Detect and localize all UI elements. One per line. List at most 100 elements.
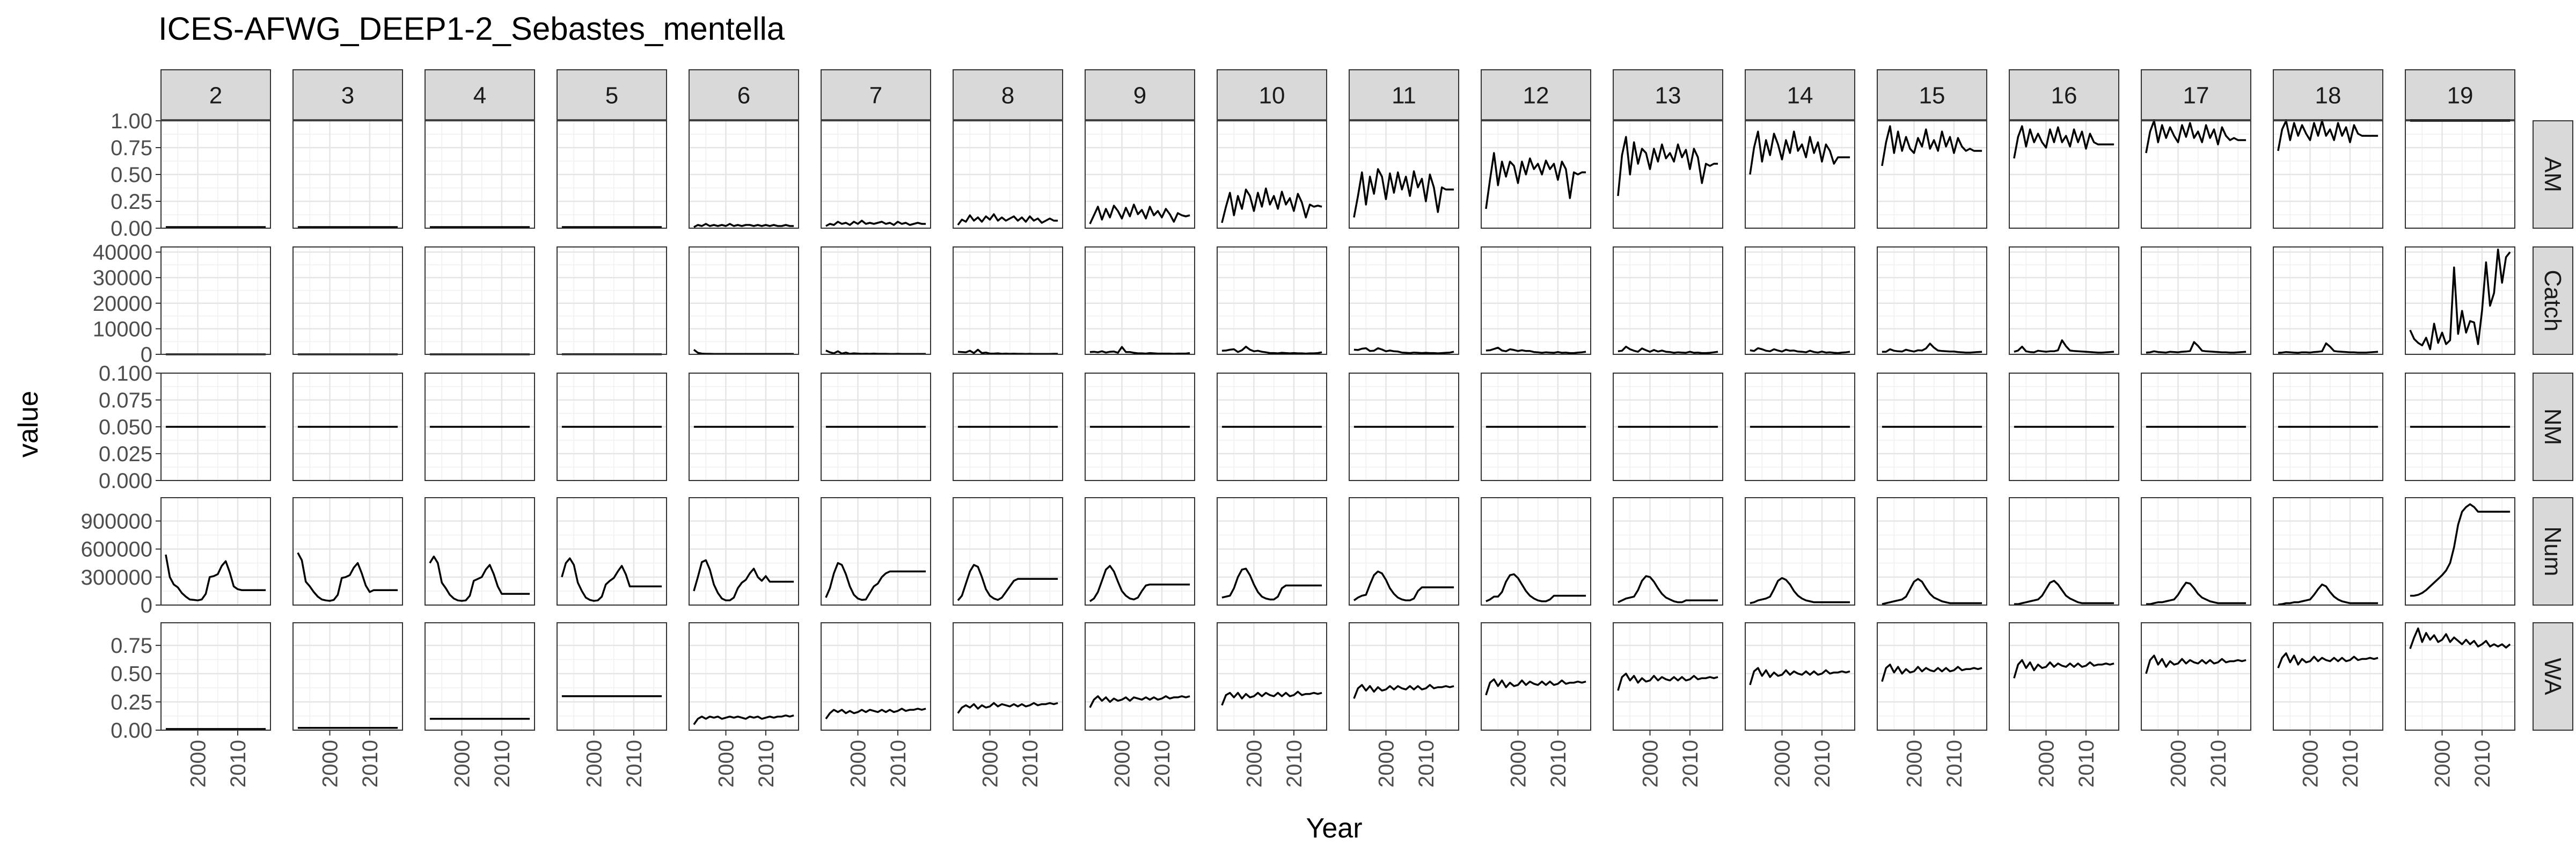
panel-border xyxy=(2405,497,2515,606)
panel-border xyxy=(1481,497,1591,606)
panel-border xyxy=(425,120,535,229)
series-line-wa-12 xyxy=(1485,678,1586,696)
column-strip-label: 19 xyxy=(2447,83,2473,109)
series-line-catch-16 xyxy=(2014,339,2114,354)
panel-background xyxy=(953,498,1063,605)
panel-border xyxy=(160,373,271,481)
column-strip xyxy=(2405,69,2515,120)
panel-border xyxy=(689,120,799,229)
panel-border xyxy=(1481,120,1591,229)
panel-border xyxy=(1085,497,1195,606)
panel-border xyxy=(1217,120,1327,229)
column-strip-label: 2 xyxy=(209,83,222,109)
row-strip-label: Catch xyxy=(2540,270,2566,332)
panel-background xyxy=(2141,623,2251,730)
panel-border xyxy=(557,373,667,481)
panel-border xyxy=(557,120,667,229)
panel-border xyxy=(2405,246,2515,355)
x-tick-label: 2010 xyxy=(2075,740,2098,788)
panel-border xyxy=(1877,120,1987,229)
column-strip-label: 12 xyxy=(1523,83,1549,109)
panel-border xyxy=(1481,373,1591,481)
panel-border xyxy=(1217,373,1327,481)
panel-background xyxy=(1877,623,1987,730)
x-tick-label: 2010 xyxy=(1019,740,1042,788)
column-strip-label: 15 xyxy=(1919,83,1945,109)
chart-title: ICES-AFWG_DEEP1-2_Sebastes_mentella xyxy=(158,11,785,47)
series-line-am-15 xyxy=(1881,125,1982,166)
y-tick-label: 0.75 xyxy=(111,136,152,160)
series-line-catch-11 xyxy=(1353,347,1454,354)
series-line-catch-17 xyxy=(2146,341,2246,354)
panel-background xyxy=(689,498,799,605)
panel-border xyxy=(425,497,535,606)
panel-border xyxy=(557,622,667,731)
x-tick-label: 2000 xyxy=(1770,740,1794,788)
panel-background xyxy=(1217,623,1327,730)
panel-background xyxy=(2009,623,2119,730)
y-tick-label: 0.25 xyxy=(111,690,152,714)
series-line-num-5 xyxy=(561,557,662,602)
x-tick-label: 2000 xyxy=(1506,740,1530,788)
x-tick-label: 2010 xyxy=(2339,740,2362,788)
series-line-num-2 xyxy=(165,554,266,602)
row-strip-label: AM xyxy=(2540,157,2566,192)
panel-border xyxy=(1745,373,1855,481)
panel-border xyxy=(2009,120,2119,229)
panel-background xyxy=(1085,623,1195,730)
series-line-catch-14 xyxy=(1750,347,1850,354)
row-strip-label: Num xyxy=(2540,527,2566,577)
x-tick-label: 2010 xyxy=(1283,740,1306,788)
column-strip-label: 18 xyxy=(2315,83,2341,109)
facet-panels: 2 3 4 5 6 7 8 9 10 11 12 13 14 15 16 17 18 19 0.00 0.25 0.50… xyxy=(81,69,2573,788)
series-line-wa-19 xyxy=(2409,627,2511,649)
panel-border xyxy=(2405,373,2515,481)
series-line-num-6 xyxy=(693,559,794,602)
y-tick-label: 40000 xyxy=(93,241,152,265)
panel-background xyxy=(425,623,535,730)
column-strip-label: 16 xyxy=(2051,83,2077,109)
panel-border xyxy=(689,373,799,481)
column-strip xyxy=(2141,69,2251,120)
x-axis-label: Year xyxy=(1306,813,1362,844)
y-tick-label: 900000 xyxy=(81,509,152,533)
column-strip xyxy=(2273,69,2383,120)
panel-background xyxy=(1613,498,1723,605)
y-tick-label: 0.00 xyxy=(111,217,152,241)
panel-background xyxy=(161,623,270,730)
panel-border xyxy=(1349,246,1459,355)
panel-border xyxy=(1085,373,1195,481)
panel-border xyxy=(821,246,931,355)
panel-border xyxy=(1745,120,1855,229)
x-tick-label: 2000 xyxy=(582,740,606,788)
panel-background xyxy=(2009,498,2119,605)
panel-border xyxy=(953,497,1063,606)
series-line-num-10 xyxy=(1221,567,1322,601)
panel-border xyxy=(2273,246,2383,355)
x-tick-label: 2000 xyxy=(714,740,738,788)
x-tick-label: 2000 xyxy=(1374,740,1398,788)
panel-border xyxy=(1877,373,1987,481)
row-strip xyxy=(2533,373,2573,481)
panel-background xyxy=(953,623,1063,730)
panel-border xyxy=(1877,246,1987,355)
panel-border xyxy=(1481,622,1591,731)
panel-border xyxy=(2009,622,2119,731)
series-line-num-9 xyxy=(1089,565,1190,602)
series-line-am-8 xyxy=(957,213,1058,226)
column-strip-label: 14 xyxy=(1787,83,1813,109)
panel-border xyxy=(1349,497,1459,606)
column-strip xyxy=(425,69,535,120)
series-line-am-10 xyxy=(1221,187,1322,223)
panel-border xyxy=(2009,497,2119,606)
panel-border xyxy=(2141,373,2251,481)
x-tick-label: 2000 xyxy=(186,740,210,788)
panel-border xyxy=(1613,497,1723,606)
column-strip xyxy=(1085,69,1195,120)
series-line-am-14 xyxy=(1749,130,1850,175)
row-strip xyxy=(2533,120,2573,229)
panel-border xyxy=(1613,622,1723,731)
series-line-catch-9 xyxy=(1089,346,1190,355)
series-line-num-4 xyxy=(429,555,530,602)
